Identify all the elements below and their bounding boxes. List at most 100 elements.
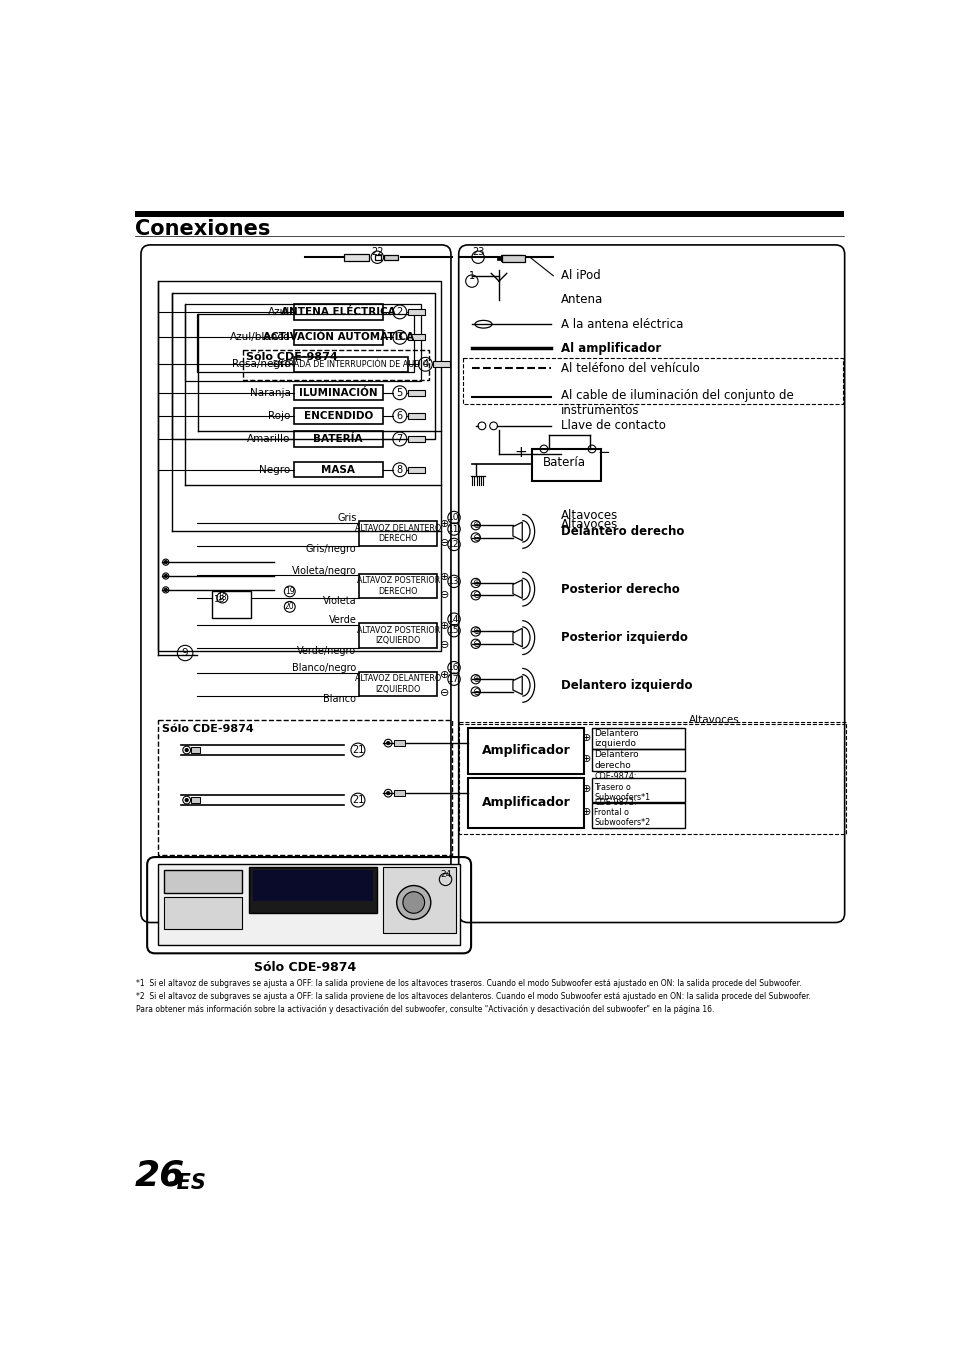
Text: 7: 7 xyxy=(396,434,402,443)
Text: +: + xyxy=(514,445,526,460)
Bar xyxy=(243,349,429,380)
Text: -ES: -ES xyxy=(168,1173,206,1193)
Bar xyxy=(164,898,241,930)
Text: *2  Si el altavoz de subgraves se ajusta a OFF: la salida proviene de los altavo: *2 Si el altavoz de subgraves se ajusta … xyxy=(136,992,810,1000)
Text: ⊖: ⊖ xyxy=(439,590,449,600)
Text: 4: 4 xyxy=(422,360,428,369)
Text: Sólo CDE-9874: Sólo CDE-9874 xyxy=(253,961,356,975)
Text: Al cable de iluminación del conjunto de
instrumentos: Al cable de iluminación del conjunto de … xyxy=(560,390,793,417)
Text: Blanco: Blanco xyxy=(323,694,356,704)
Text: Posterior derecho: Posterior derecho xyxy=(560,582,679,596)
Text: Rojo: Rojo xyxy=(268,411,291,421)
Circle shape xyxy=(164,561,167,563)
Text: 6: 6 xyxy=(396,411,402,421)
Bar xyxy=(294,357,408,372)
Text: Amarillo: Amarillo xyxy=(247,434,291,443)
Text: CDE-9874:
Trasero o
Subwoofers*1: CDE-9874: Trasero o Subwoofers*1 xyxy=(594,772,650,802)
Bar xyxy=(501,255,525,262)
Text: Altavoces: Altavoces xyxy=(688,714,739,725)
Bar xyxy=(359,574,436,599)
Text: Negro: Negro xyxy=(259,465,291,474)
Text: 5: 5 xyxy=(396,388,402,398)
Text: Violeta/negro: Violeta/negro xyxy=(292,566,356,576)
Text: 23: 23 xyxy=(472,247,484,257)
Bar xyxy=(407,309,424,315)
Text: ⊕: ⊕ xyxy=(439,519,449,530)
Bar xyxy=(294,462,382,477)
Bar xyxy=(253,871,373,900)
Text: 21: 21 xyxy=(352,795,364,805)
Bar xyxy=(458,723,845,834)
Bar xyxy=(592,728,684,749)
Bar xyxy=(294,408,382,423)
Bar xyxy=(531,449,600,481)
Bar xyxy=(172,293,435,439)
Text: Altavoces: Altavoces xyxy=(560,510,618,523)
Text: ⊕: ⊕ xyxy=(439,572,449,582)
Text: 20: 20 xyxy=(285,603,294,612)
Bar xyxy=(384,255,397,260)
Bar xyxy=(407,390,424,396)
Text: Conexiones: Conexiones xyxy=(134,218,270,239)
Text: ⊕: ⊕ xyxy=(471,627,479,636)
Bar xyxy=(382,867,456,933)
Text: ALTAVOZ DELANTERO
DERECHO: ALTAVOZ DELANTERO DERECHO xyxy=(355,524,441,543)
Text: Sólo CDE-9874: Sólo CDE-9874 xyxy=(246,352,337,363)
Bar xyxy=(212,592,251,619)
Text: 22: 22 xyxy=(371,247,383,257)
Text: 16: 16 xyxy=(448,663,459,673)
Circle shape xyxy=(386,741,390,744)
Text: 1: 1 xyxy=(468,271,475,282)
Text: ALTAVOZ DELANTERO
IZQUIERDO: ALTAVOZ DELANTERO IZQUIERDO xyxy=(355,674,441,693)
Text: Azul/blanco: Azul/blanco xyxy=(230,333,291,342)
Text: 24: 24 xyxy=(439,869,451,879)
Text: Verde: Verde xyxy=(328,615,356,625)
Bar xyxy=(134,212,843,217)
Bar xyxy=(592,778,684,802)
Text: Al teléfono del vehículo: Al teléfono del vehículo xyxy=(560,361,699,375)
Circle shape xyxy=(386,791,390,795)
Polygon shape xyxy=(513,522,521,541)
Text: Posterior izquierdo: Posterior izquierdo xyxy=(560,631,687,644)
Bar xyxy=(407,412,424,419)
Text: Delantero
izquierdo: Delantero izquierdo xyxy=(594,729,639,748)
Text: ⊕: ⊕ xyxy=(439,670,449,679)
Text: Para obtener más información sobre la activación y desactivación del subwoofer, : Para obtener más información sobre la ac… xyxy=(136,1004,714,1015)
Bar xyxy=(500,255,521,262)
Bar xyxy=(158,864,459,945)
Text: 10: 10 xyxy=(448,514,459,522)
Text: Verde/negro: Verde/negro xyxy=(297,646,356,655)
Bar xyxy=(592,803,684,828)
Text: 9: 9 xyxy=(182,648,189,658)
Text: −: − xyxy=(597,445,609,460)
Text: ENCENDIDO: ENCENDIDO xyxy=(303,411,373,421)
Bar xyxy=(249,867,377,914)
Bar xyxy=(407,334,424,341)
Text: Blanco/negro: Blanco/negro xyxy=(292,663,356,674)
Text: ⊕: ⊕ xyxy=(581,733,591,744)
Text: ACTIVACIÓN AUTOMÁTICA: ACTIVACIÓN AUTOMÁTICA xyxy=(262,333,414,342)
Text: ⊕: ⊕ xyxy=(581,807,591,817)
Text: Al iPod: Al iPod xyxy=(560,270,600,282)
Text: Llave de contacto: Llave de contacto xyxy=(560,419,665,431)
Text: Amplificador: Amplificador xyxy=(481,795,570,809)
Bar xyxy=(407,466,424,473)
Bar xyxy=(191,747,199,754)
Text: Violeta: Violeta xyxy=(322,596,356,607)
Text: ⊕: ⊕ xyxy=(439,621,449,631)
Text: Delantero derecho: Delantero derecho xyxy=(560,524,683,538)
Circle shape xyxy=(164,574,167,577)
Bar xyxy=(196,314,414,372)
Bar xyxy=(359,671,436,696)
Text: ALTAVOZ POSTERIOR
DERECHO: ALTAVOZ POSTERIOR DERECHO xyxy=(356,577,439,596)
Circle shape xyxy=(164,588,167,592)
Text: *1  Si el altavoz de subgraves se ajusta a OFF: la salida proviene de los altavo: *1 Si el altavoz de subgraves se ajusta … xyxy=(136,980,801,988)
Text: ENTRADA DE INTERRUPCIÓN DE AUDIO: ENTRADA DE INTERRUPCIÓN DE AUDIO xyxy=(273,360,429,369)
Text: 8: 8 xyxy=(396,465,402,474)
Text: Delantero izquierdo: Delantero izquierdo xyxy=(560,679,692,692)
Text: BATERÍA: BATERÍA xyxy=(314,434,362,443)
Text: ⊕: ⊕ xyxy=(471,520,479,530)
Text: 14: 14 xyxy=(448,615,459,624)
Polygon shape xyxy=(513,677,521,694)
Text: ⊖: ⊖ xyxy=(471,590,479,600)
